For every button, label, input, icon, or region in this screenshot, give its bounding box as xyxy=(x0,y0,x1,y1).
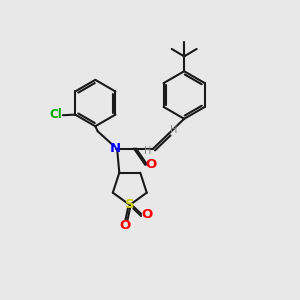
Text: O: O xyxy=(119,219,130,232)
Text: S: S xyxy=(125,199,135,212)
Text: Cl: Cl xyxy=(50,108,63,122)
Text: O: O xyxy=(146,158,157,171)
Text: H: H xyxy=(170,125,178,135)
Text: N: N xyxy=(110,142,121,155)
Text: H: H xyxy=(144,146,152,157)
Text: O: O xyxy=(141,208,153,221)
